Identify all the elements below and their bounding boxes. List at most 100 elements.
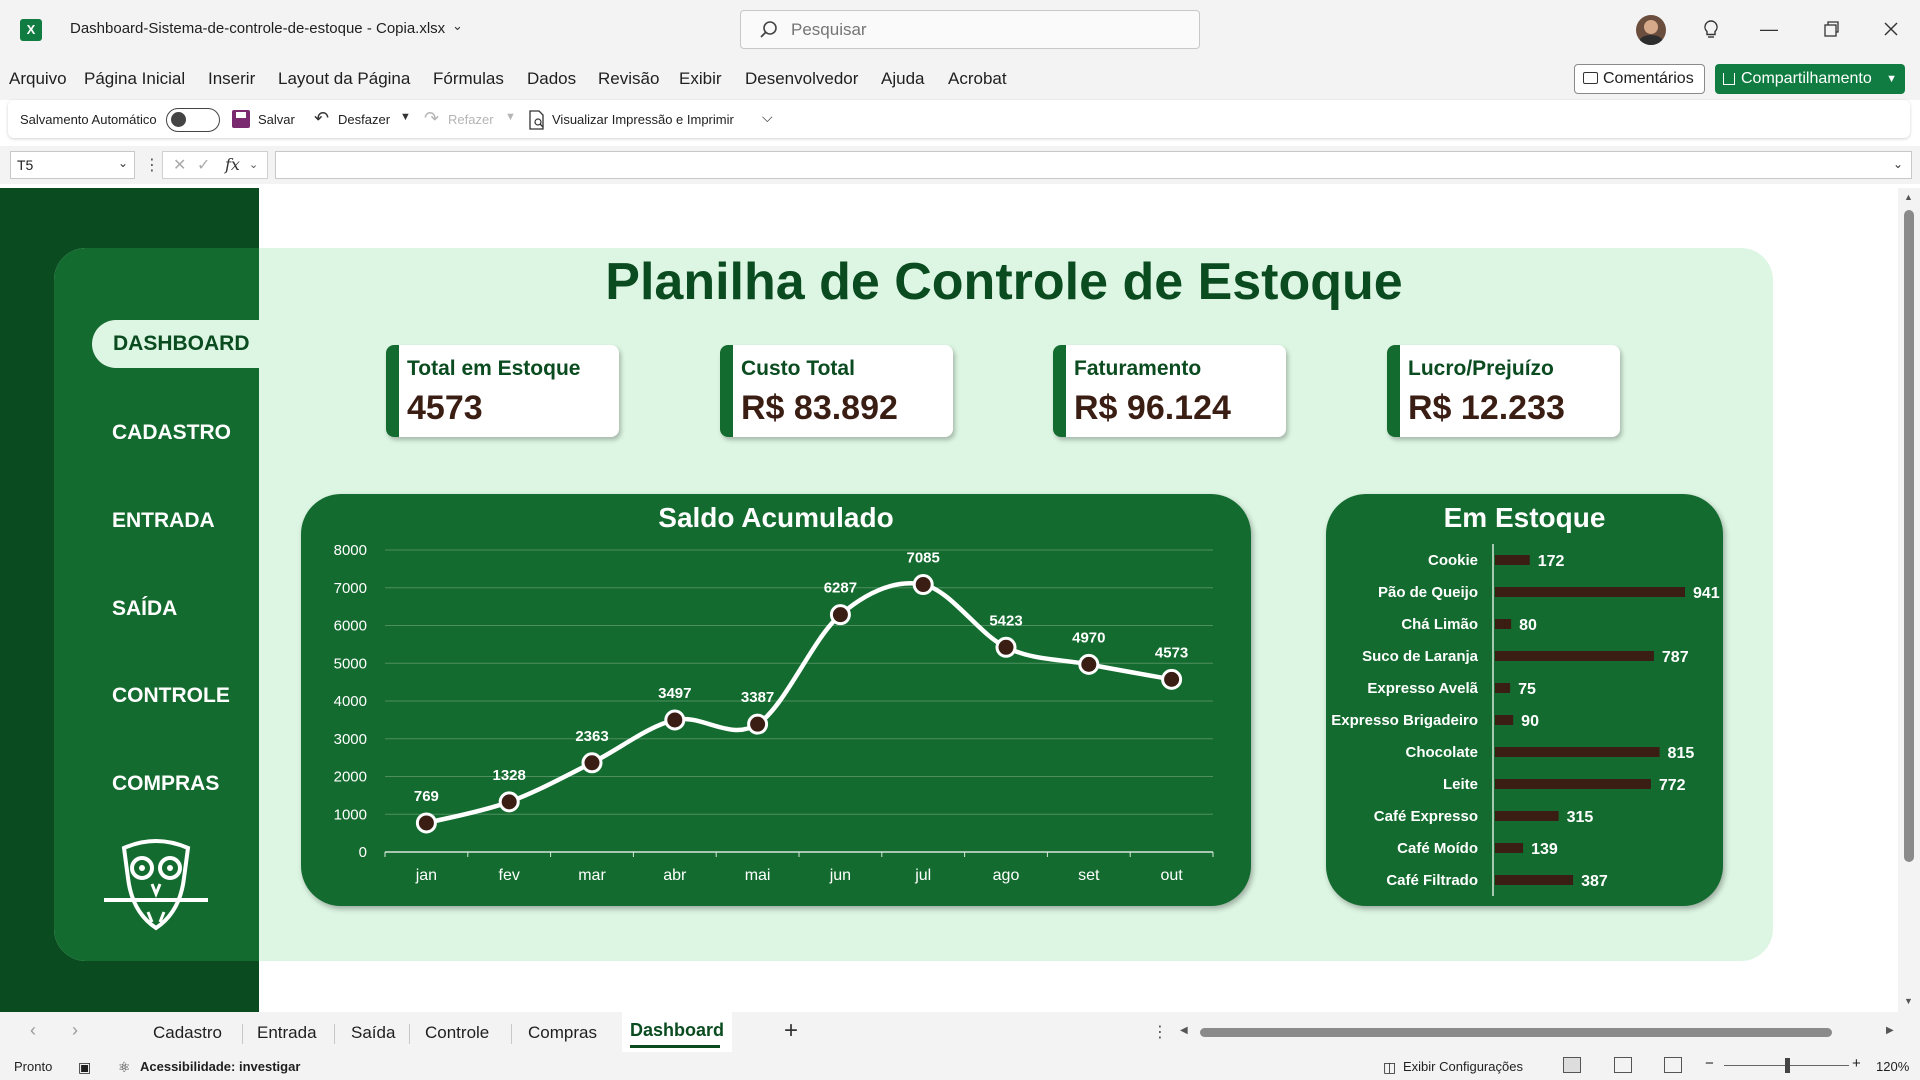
menu-desenvolvedor[interactable]: Desenvolvedor [745, 69, 859, 88]
formula-input[interactable]: ⌄ [275, 151, 1912, 179]
sheet-tab-entrada[interactable]: Entrada [257, 1023, 317, 1042]
scroll-right-icon[interactable]: ▶ [1886, 1025, 1894, 1036]
sheet-tab-dashboard[interactable]: Dashboard [622, 1012, 732, 1052]
expand-formula-chevron-icon[interactable]: ⌄ [1892, 157, 1903, 171]
nav-item-dashboard-label: DASHBOARD [113, 332, 250, 355]
accessibility-icon[interactable]: ⚛ [118, 1059, 131, 1075]
scroll-up-icon[interactable]: ▲ [1904, 192, 1913, 202]
x-tick-label: set [1078, 867, 1100, 884]
save-button[interactable]: Salvar [258, 112, 295, 127]
customize-toolbar-chevron-icon[interactable]: ⌵ [762, 109, 773, 125]
display-settings-button[interactable]: Exibir Configurações [1403, 1059, 1523, 1074]
file-chevron-down-icon[interactable]: ⌄ [452, 18, 463, 33]
data-point [747, 713, 769, 735]
nav-item-dashboard[interactable]: DASHBOARD [92, 320, 259, 368]
vertical-scroll-thumb[interactable] [1904, 210, 1914, 862]
nav-item-saida[interactable]: SAÍDA [112, 597, 178, 620]
close-icon[interactable] [1876, 14, 1906, 44]
zoom-in-icon[interactable]: + [1852, 1055, 1861, 1072]
name-box-chevron-down-icon[interactable]: ⌄ [117, 156, 128, 170]
y-tick-label: 6000 [334, 618, 367, 635]
menu-ajuda[interactable]: Ajuda [881, 69, 925, 88]
chart-title: Saldo Acumulado [658, 502, 894, 533]
menu-formulas[interactable]: Fórmulas [433, 69, 504, 88]
scroll-down-icon[interactable]: ▼ [1904, 996, 1913, 1006]
undo-icon[interactable]: ↶ [314, 108, 330, 128]
lightbulb-icon[interactable] [1696, 14, 1726, 44]
chart-title: Em Estoque [1443, 502, 1606, 533]
nav-item-entrada[interactable]: ENTRADA [112, 509, 215, 532]
zoom-level[interactable]: 120% [1876, 1059, 1910, 1074]
tab-options-more-icon[interactable]: ⋮ [1152, 1024, 1168, 1041]
insert-function-icon[interactable]: fx [225, 155, 240, 174]
zoom-slider-thumb[interactable] [1785, 1058, 1790, 1073]
sheet-tab-controle[interactable]: Controle [425, 1023, 490, 1042]
nav-item-controle[interactable]: CONTROLE [112, 684, 230, 707]
minimize-icon[interactable]: — [1760, 19, 1778, 39]
fx-chevron-down-icon[interactable]: ⌄ [249, 159, 259, 171]
nav-item-cadastro[interactable]: CADASTRO [112, 421, 231, 444]
print-preview-icon[interactable] [528, 110, 546, 130]
nav-item-compras[interactable]: COMPRAS [112, 772, 220, 795]
page-break-view-icon[interactable] [1664, 1057, 1682, 1073]
line-chart-card[interactable]: Saldo Acumulado 0 1000 2000 3000 4000 5000 600… [301, 494, 1251, 906]
zoom-out-icon[interactable]: − [1705, 1055, 1714, 1072]
print-preview-button[interactable]: Visualizar Impressão e Imprimir [552, 112, 734, 127]
sheet-tab-cadastro[interactable]: Cadastro [153, 1023, 222, 1042]
menu-dados[interactable]: Dados [527, 69, 577, 88]
normal-view-icon[interactable] [1563, 1057, 1581, 1073]
kpi-accent-bar [386, 345, 399, 437]
data-label: 172 [1538, 553, 1565, 570]
menu-pagina-inicial[interactable]: Página Inicial [84, 69, 186, 88]
data-label: 815 [1668, 745, 1695, 762]
comments-button[interactable]: Comentários [1574, 64, 1705, 94]
bar-chart-card[interactable]: Em Estoque Cookie 172 Pão de Queijo 941 Chá … [1326, 494, 1723, 906]
horizontal-scrollbar[interactable]: ◀ ▶ [1180, 1024, 1900, 1040]
tab-scroll-right-icon[interactable]: › [72, 1020, 78, 1040]
horizontal-scroll-thumb[interactable] [1200, 1028, 1832, 1037]
menu-acrobat[interactable]: Acrobat [948, 69, 1007, 88]
save-icon[interactable] [232, 110, 250, 128]
data-label: 90 [1521, 713, 1539, 730]
vertical-scrollbar[interactable]: ▲ ▼ [1898, 188, 1920, 1012]
category-label: Café Expresso [1374, 808, 1478, 825]
data-label: 315 [1567, 809, 1594, 826]
worksheet-grid[interactable]: DASHBOARD CADASTRO ENTRADA SAÍDA CONTROL… [0, 188, 1898, 1012]
share-chevron-down-icon[interactable]: ▼ [1886, 73, 1897, 85]
display-settings-icon[interactable]: ◫ [1383, 1059, 1397, 1075]
autosave-toggle[interactable] [166, 108, 220, 132]
y-tick-label: 1000 [334, 806, 367, 823]
sheet-tab-saida[interactable]: Saída [351, 1023, 396, 1042]
bar [1495, 843, 1524, 853]
series-line [425, 581, 1173, 826]
undo-dropdown-chevron-icon[interactable]: ▼ [400, 111, 411, 123]
tab-scroll-left-icon[interactable]: ‹ [30, 1020, 36, 1040]
data-point [995, 636, 1017, 658]
formula-bar-more-icon[interactable]: ⋮ [144, 157, 160, 174]
scroll-left-icon[interactable]: ◀ [1180, 1025, 1188, 1036]
page-layout-view-icon[interactable] [1614, 1057, 1632, 1073]
data-point [1161, 668, 1183, 690]
data-label: 3387 [741, 689, 774, 706]
accessibility-status[interactable]: Acessibilidade: investigar [140, 1059, 301, 1074]
menu-arquivo[interactable]: Arquivo [9, 69, 67, 88]
share-button[interactable]: Compartilhamento ▼ [1715, 64, 1905, 94]
menu-exibir[interactable]: Exibir [679, 69, 722, 88]
search-input[interactable] [791, 20, 1171, 40]
bar [1495, 747, 1660, 757]
kpi-label: Lucro/Prejuízo [1408, 357, 1554, 380]
menu-layout-da-pagina[interactable]: Layout da Página [278, 69, 411, 88]
name-box[interactable]: T5 ⌄ [10, 151, 135, 179]
macro-record-icon[interactable]: ▣ [78, 1059, 92, 1075]
menu-revisao[interactable]: Revisão [598, 69, 660, 88]
undo-button[interactable]: Desfazer [338, 112, 391, 127]
category-label: Pão de Queijo [1378, 584, 1478, 601]
sheet-tab-compras[interactable]: Compras [528, 1023, 597, 1042]
search-box[interactable] [740, 10, 1200, 49]
share-icon [1723, 73, 1735, 85]
restore-icon[interactable] [1816, 14, 1846, 44]
add-sheet-button[interactable]: + [784, 1017, 799, 1044]
file-title[interactable]: Dashboard-Sistema-de-controle-de-estoque… [70, 20, 446, 37]
avatar[interactable] [1636, 15, 1666, 45]
menu-inserir[interactable]: Inserir [208, 69, 256, 88]
